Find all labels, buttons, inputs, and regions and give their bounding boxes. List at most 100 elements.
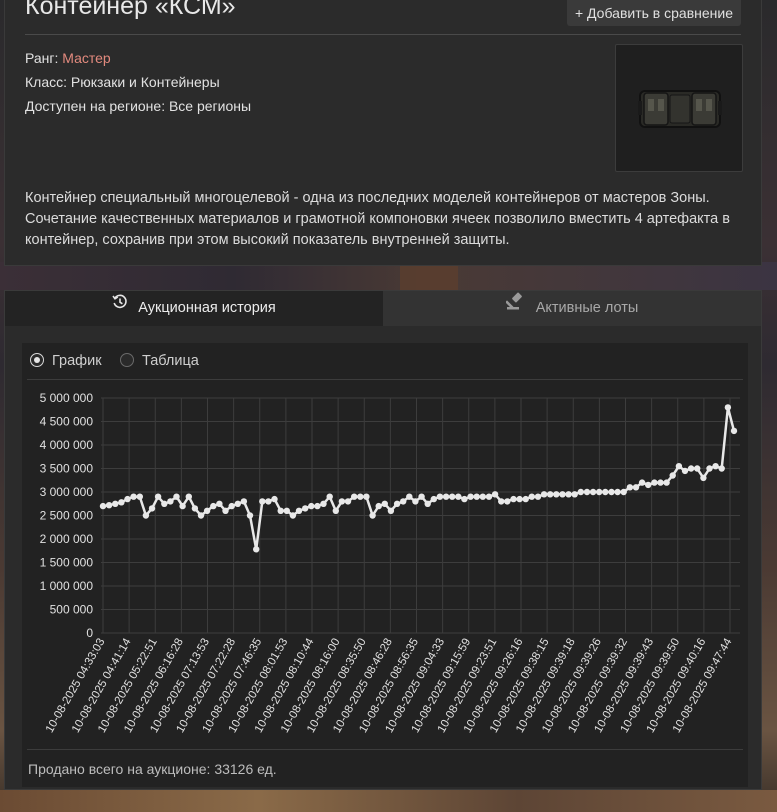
price-point[interactable] [326, 493, 333, 500]
price-point[interactable] [259, 498, 266, 505]
price-point[interactable] [375, 502, 382, 510]
price-point[interactable] [210, 502, 217, 510]
price-point[interactable] [522, 495, 529, 503]
price-point[interactable] [589, 488, 597, 496]
price-point[interactable] [314, 502, 321, 510]
price-point[interactable] [449, 493, 456, 500]
price-point[interactable] [118, 499, 125, 506]
price-point[interactable] [253, 546, 260, 553]
price-point[interactable] [461, 495, 468, 503]
price-point[interactable] [381, 500, 388, 507]
price-point[interactable] [246, 512, 254, 519]
price-point[interactable] [730, 427, 738, 435]
price-point[interactable] [302, 505, 309, 512]
price-point[interactable] [430, 495, 437, 503]
price-point[interactable] [387, 507, 395, 514]
price-point[interactable] [687, 465, 695, 472]
price-point[interactable] [216, 500, 223, 507]
price-point[interactable] [626, 484, 634, 491]
price-point[interactable] [583, 488, 591, 496]
price-point[interactable] [681, 467, 689, 475]
price-point[interactable] [148, 505, 156, 512]
price-point[interactable] [455, 493, 462, 500]
price-point[interactable] [632, 484, 640, 491]
price-point[interactable] [504, 498, 511, 505]
price-point[interactable] [222, 507, 229, 514]
price-point[interactable] [308, 502, 315, 510]
price-point[interactable] [596, 488, 603, 496]
price-point[interactable] [240, 498, 248, 505]
price-point[interactable] [651, 479, 658, 486]
price-point[interactable] [638, 479, 646, 486]
price-point[interactable] [712, 463, 719, 470]
price-point[interactable] [540, 491, 548, 498]
price-point[interactable] [620, 488, 627, 496]
price-point[interactable] [645, 481, 652, 489]
price-point[interactable] [271, 495, 278, 503]
price-point[interactable] [332, 507, 339, 514]
price-point[interactable] [663, 479, 670, 486]
price-point[interactable] [173, 493, 180, 500]
price-point[interactable] [424, 500, 431, 507]
price-point[interactable] [400, 498, 407, 505]
price-point[interactable] [412, 498, 419, 505]
price-point[interactable] [694, 465, 701, 472]
price-point[interactable] [265, 498, 272, 505]
price-point[interactable] [669, 472, 676, 479]
price-point[interactable] [179, 502, 186, 510]
price-point[interactable] [154, 493, 162, 500]
tab-auction-history[interactable]: Аукционная история [5, 291, 383, 326]
price-point[interactable] [338, 498, 346, 505]
price-point[interactable] [320, 500, 327, 507]
tab-active-lots[interactable]: Активные лоты [383, 291, 761, 326]
price-point[interactable] [498, 498, 505, 505]
price-point[interactable] [99, 502, 107, 510]
price-point[interactable] [357, 493, 364, 500]
price-point[interactable] [547, 491, 554, 498]
radio-chart[interactable]: График [30, 351, 102, 373]
price-point[interactable] [571, 491, 578, 498]
price-point[interactable] [185, 493, 192, 500]
price-point[interactable] [351, 493, 358, 500]
price-point[interactable] [553, 491, 560, 498]
radio-table[interactable]: Таблица [120, 351, 199, 373]
price-point[interactable] [130, 493, 137, 500]
price-point[interactable] [142, 512, 150, 519]
price-point[interactable] [406, 493, 413, 500]
price-point[interactable] [289, 512, 297, 519]
price-point[interactable] [344, 498, 352, 505]
price-point[interactable] [203, 507, 211, 514]
price-point[interactable] [559, 491, 566, 498]
price-point[interactable] [577, 488, 584, 496]
price-point[interactable] [105, 502, 113, 509]
price-point[interactable] [516, 495, 523, 503]
price-point[interactable] [112, 500, 119, 507]
price-point[interactable] [467, 493, 474, 500]
price-point[interactable] [614, 488, 621, 496]
price-point[interactable] [161, 500, 168, 507]
price-point[interactable] [718, 465, 725, 472]
price-point[interactable] [167, 498, 174, 505]
price-point[interactable] [700, 474, 707, 482]
price-point[interactable] [393, 500, 401, 507]
price-point[interactable] [602, 488, 609, 496]
price-point[interactable] [277, 507, 284, 514]
price-point[interactable] [706, 465, 713, 472]
price-point[interactable] [124, 495, 131, 503]
price-point[interactable] [228, 502, 235, 510]
price-point[interactable] [283, 507, 290, 514]
price-point[interactable] [442, 493, 450, 500]
price-point[interactable] [565, 491, 572, 498]
price-point[interactable] [510, 495, 517, 503]
price-point[interactable] [485, 493, 493, 500]
price-point[interactable] [197, 512, 205, 519]
price-point[interactable] [608, 488, 615, 496]
price-point[interactable] [369, 512, 376, 519]
price-point[interactable] [528, 493, 535, 500]
price-point[interactable] [436, 493, 444, 500]
price-point[interactable] [479, 493, 486, 500]
radio-table-dot[interactable] [120, 352, 134, 367]
price-point[interactable] [657, 479, 664, 486]
price-point[interactable] [675, 463, 683, 470]
price-point[interactable] [191, 505, 199, 512]
